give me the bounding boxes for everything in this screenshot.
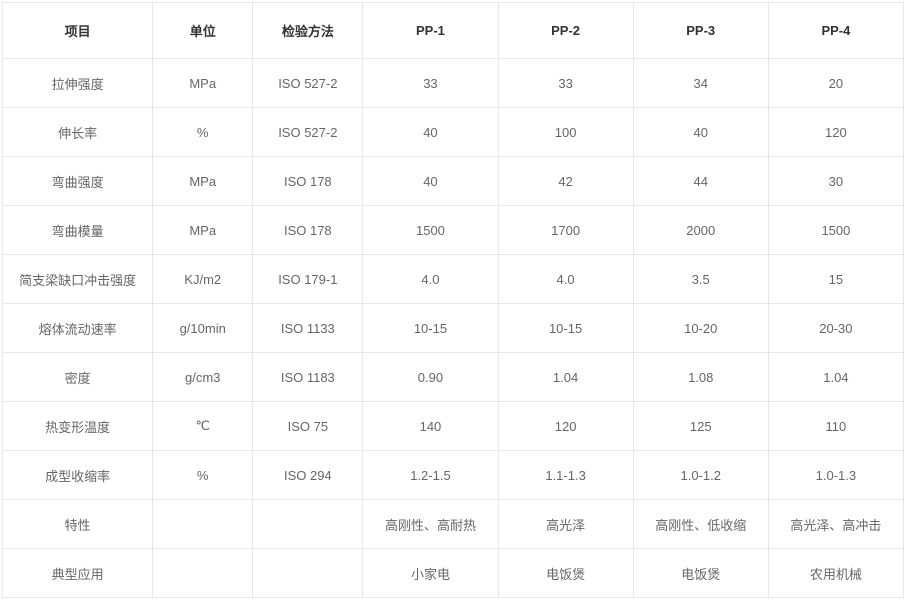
- cell-item: 弯曲强度: [3, 157, 153, 206]
- cell-pp1: 1.2-1.5: [363, 451, 498, 500]
- col-header-pp4: PP-4: [768, 3, 903, 59]
- cell-pp2: 120: [498, 402, 633, 451]
- table-row: 成型收缩率 % ISO 294 1.2-1.5 1.1-1.3 1.0-1.2 …: [3, 451, 904, 500]
- cell-method: ISO 178: [253, 157, 363, 206]
- cell-unit: [153, 549, 253, 598]
- col-header-pp3: PP-3: [633, 3, 768, 59]
- cell-unit: g/10min: [153, 304, 253, 353]
- cell-item: 成型收缩率: [3, 451, 153, 500]
- cell-method: ISO 179-1: [253, 255, 363, 304]
- cell-pp3: 2000: [633, 206, 768, 255]
- cell-item: 拉伸强度: [3, 59, 153, 108]
- cell-pp2: 1.1-1.3: [498, 451, 633, 500]
- table-row: 弯曲模量 MPa ISO 178 1500 1700 2000 1500: [3, 206, 904, 255]
- cell-pp2: 高光泽: [498, 500, 633, 549]
- cell-unit: ℃: [153, 402, 253, 451]
- table-row: 简支梁缺口冲击强度 KJ/m2 ISO 179-1 4.0 4.0 3.5 15: [3, 255, 904, 304]
- table-row: 密度 g/cm3 ISO 1183 0.90 1.04 1.08 1.04: [3, 353, 904, 402]
- table-body: 拉伸强度 MPa ISO 527-2 33 33 34 20 伸长率 % ISO…: [3, 59, 904, 598]
- table-row: 拉伸强度 MPa ISO 527-2 33 33 34 20: [3, 59, 904, 108]
- cell-item: 热变形温度: [3, 402, 153, 451]
- table-row: 熔体流动速率 g/10min ISO 1133 10-15 10-15 10-2…: [3, 304, 904, 353]
- table-row: 弯曲强度 MPa ISO 178 40 42 44 30: [3, 157, 904, 206]
- cell-pp4: 1500: [768, 206, 903, 255]
- col-header-pp1: PP-1: [363, 3, 498, 59]
- cell-method: ISO 1183: [253, 353, 363, 402]
- cell-unit: [153, 500, 253, 549]
- cell-pp1: 10-15: [363, 304, 498, 353]
- cell-unit: %: [153, 108, 253, 157]
- cell-item: 简支梁缺口冲击强度: [3, 255, 153, 304]
- table-row: 典型应用 小家电 电饭煲 电饭煲 农用机械: [3, 549, 904, 598]
- cell-method: ISO 527-2: [253, 108, 363, 157]
- cell-pp2: 电饭煲: [498, 549, 633, 598]
- cell-item: 特性: [3, 500, 153, 549]
- cell-method: [253, 500, 363, 549]
- cell-unit: g/cm3: [153, 353, 253, 402]
- cell-method: ISO 294: [253, 451, 363, 500]
- cell-pp1: 4.0: [363, 255, 498, 304]
- cell-method: ISO 178: [253, 206, 363, 255]
- cell-pp3: 40: [633, 108, 768, 157]
- cell-pp1: 40: [363, 157, 498, 206]
- col-header-pp2: PP-2: [498, 3, 633, 59]
- cell-pp1: 小家电: [363, 549, 498, 598]
- cell-pp1: 40: [363, 108, 498, 157]
- cell-item: 密度: [3, 353, 153, 402]
- table-row: 热变形温度 ℃ ISO 75 140 120 125 110: [3, 402, 904, 451]
- cell-item: 伸长率: [3, 108, 153, 157]
- cell-item: 熔体流动速率: [3, 304, 153, 353]
- cell-pp2: 10-15: [498, 304, 633, 353]
- cell-pp3: 电饭煲: [633, 549, 768, 598]
- cell-pp3: 1.0-1.2: [633, 451, 768, 500]
- cell-pp2: 1700: [498, 206, 633, 255]
- cell-unit: MPa: [153, 157, 253, 206]
- cell-method: ISO 1133: [253, 304, 363, 353]
- cell-pp4: 高光泽、高冲击: [768, 500, 903, 549]
- cell-item: 典型应用: [3, 549, 153, 598]
- cell-unit: MPa: [153, 59, 253, 108]
- cell-pp4: 15: [768, 255, 903, 304]
- cell-unit: KJ/m2: [153, 255, 253, 304]
- cell-pp3: 34: [633, 59, 768, 108]
- cell-pp3: 高刚性、低收缩: [633, 500, 768, 549]
- col-header-method: 检验方法: [253, 3, 363, 59]
- cell-pp1: 140: [363, 402, 498, 451]
- table-row: 伸长率 % ISO 527-2 40 100 40 120: [3, 108, 904, 157]
- cell-pp3: 44: [633, 157, 768, 206]
- table-row: 特性 高刚性、高耐热 高光泽 高刚性、低收缩 高光泽、高冲击: [3, 500, 904, 549]
- cell-pp4: 1.04: [768, 353, 903, 402]
- col-header-unit: 单位: [153, 3, 253, 59]
- cell-unit: %: [153, 451, 253, 500]
- cell-pp4: 20: [768, 59, 903, 108]
- cell-method: [253, 549, 363, 598]
- cell-pp2: 4.0: [498, 255, 633, 304]
- cell-pp4: 农用机械: [768, 549, 903, 598]
- cell-pp2: 42: [498, 157, 633, 206]
- cell-pp3: 3.5: [633, 255, 768, 304]
- cell-pp1: 33: [363, 59, 498, 108]
- cell-pp4: 110: [768, 402, 903, 451]
- cell-pp2: 33: [498, 59, 633, 108]
- cell-pp1: 1500: [363, 206, 498, 255]
- cell-pp1: 0.90: [363, 353, 498, 402]
- cell-pp2: 1.04: [498, 353, 633, 402]
- cell-pp3: 125: [633, 402, 768, 451]
- properties-table: 项目 单位 检验方法 PP-1 PP-2 PP-3 PP-4 拉伸强度 MPa …: [2, 2, 904, 598]
- cell-unit: MPa: [153, 206, 253, 255]
- cell-pp1: 高刚性、高耐热: [363, 500, 498, 549]
- cell-method: ISO 527-2: [253, 59, 363, 108]
- cell-method: ISO 75: [253, 402, 363, 451]
- cell-pp4: 1.0-1.3: [768, 451, 903, 500]
- cell-pp3: 10-20: [633, 304, 768, 353]
- cell-pp3: 1.08: [633, 353, 768, 402]
- cell-pp2: 100: [498, 108, 633, 157]
- col-header-item: 项目: [3, 3, 153, 59]
- cell-pp4: 30: [768, 157, 903, 206]
- cell-pp4: 120: [768, 108, 903, 157]
- table-header-row: 项目 单位 检验方法 PP-1 PP-2 PP-3 PP-4: [3, 3, 904, 59]
- cell-item: 弯曲模量: [3, 206, 153, 255]
- cell-pp4: 20-30: [768, 304, 903, 353]
